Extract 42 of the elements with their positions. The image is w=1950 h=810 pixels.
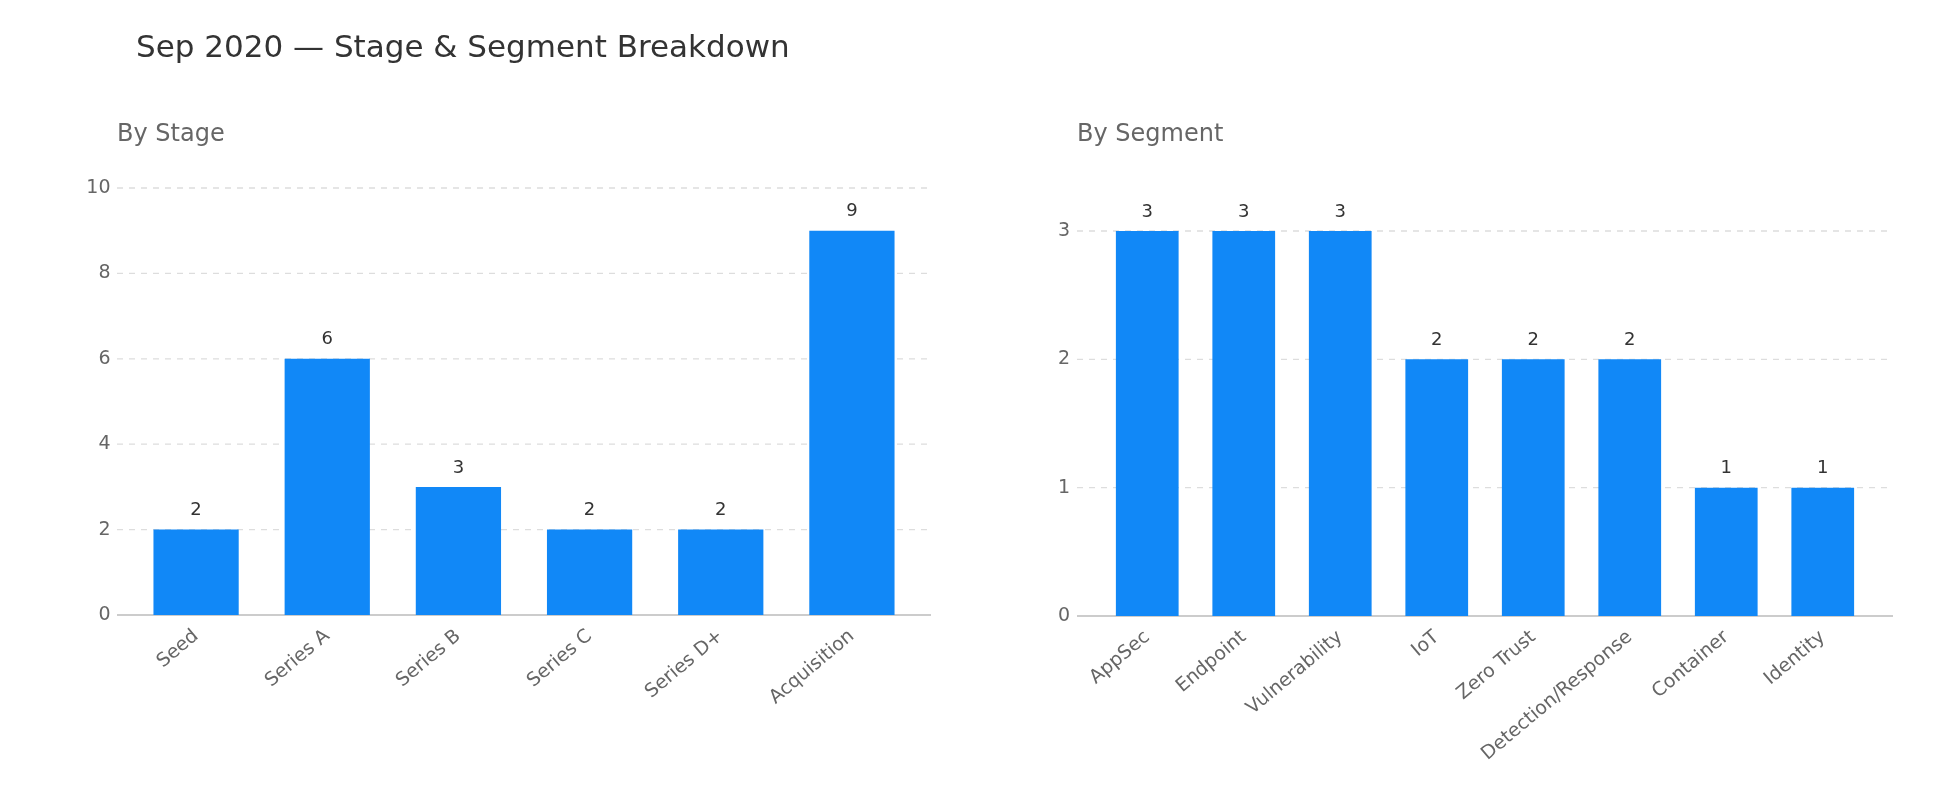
x-tick-label: IoT	[1406, 624, 1443, 661]
chart-title: Sep 2020 — Stage & Segment Breakdown	[136, 28, 790, 64]
bar	[678, 529, 764, 615]
y-tick-label: 1	[1057, 474, 1070, 497]
bar	[1115, 231, 1179, 616]
data-label: 9	[846, 199, 858, 221]
data-label: 3	[1141, 199, 1153, 221]
y-tick-label: 0	[98, 601, 111, 624]
data-label: 1	[1720, 456, 1732, 478]
bar	[1501, 359, 1565, 616]
bar	[1791, 487, 1855, 616]
y-tick-label: 0	[1057, 602, 1070, 625]
bar	[809, 230, 895, 615]
chart-subtitle: By Stage	[117, 119, 225, 147]
data-label: 2	[1431, 328, 1443, 350]
data-label: 3	[1238, 199, 1250, 221]
data-label: 6	[321, 327, 333, 349]
chart-subtitle: By Segment	[1077, 119, 1224, 147]
bar	[1405, 359, 1469, 616]
y-tick-label: 2	[98, 516, 111, 539]
data-label: 2	[1624, 328, 1636, 350]
data-label: 2	[583, 498, 596, 520]
y-tick-label: 3	[1057, 217, 1070, 240]
bar	[1308, 231, 1372, 616]
bar	[1598, 359, 1662, 616]
bar	[1212, 231, 1276, 616]
y-tick-label: 4	[98, 431, 111, 454]
bar	[415, 486, 502, 615]
data-label: 2	[190, 498, 202, 520]
y-tick-label: 8	[98, 260, 111, 283]
data-label: 2	[1527, 328, 1539, 350]
data-label: 3	[452, 455, 465, 477]
y-tick-label: 6	[98, 345, 111, 368]
bar	[546, 529, 633, 615]
data-label: 2	[715, 498, 727, 520]
bar	[153, 529, 239, 615]
data-label: 3	[1334, 199, 1346, 221]
bar	[284, 358, 370, 615]
data-label: 1	[1817, 456, 1829, 478]
y-tick-label: 2	[1057, 346, 1070, 369]
bar	[1694, 487, 1758, 616]
y-tick-label: 10	[86, 174, 111, 197]
